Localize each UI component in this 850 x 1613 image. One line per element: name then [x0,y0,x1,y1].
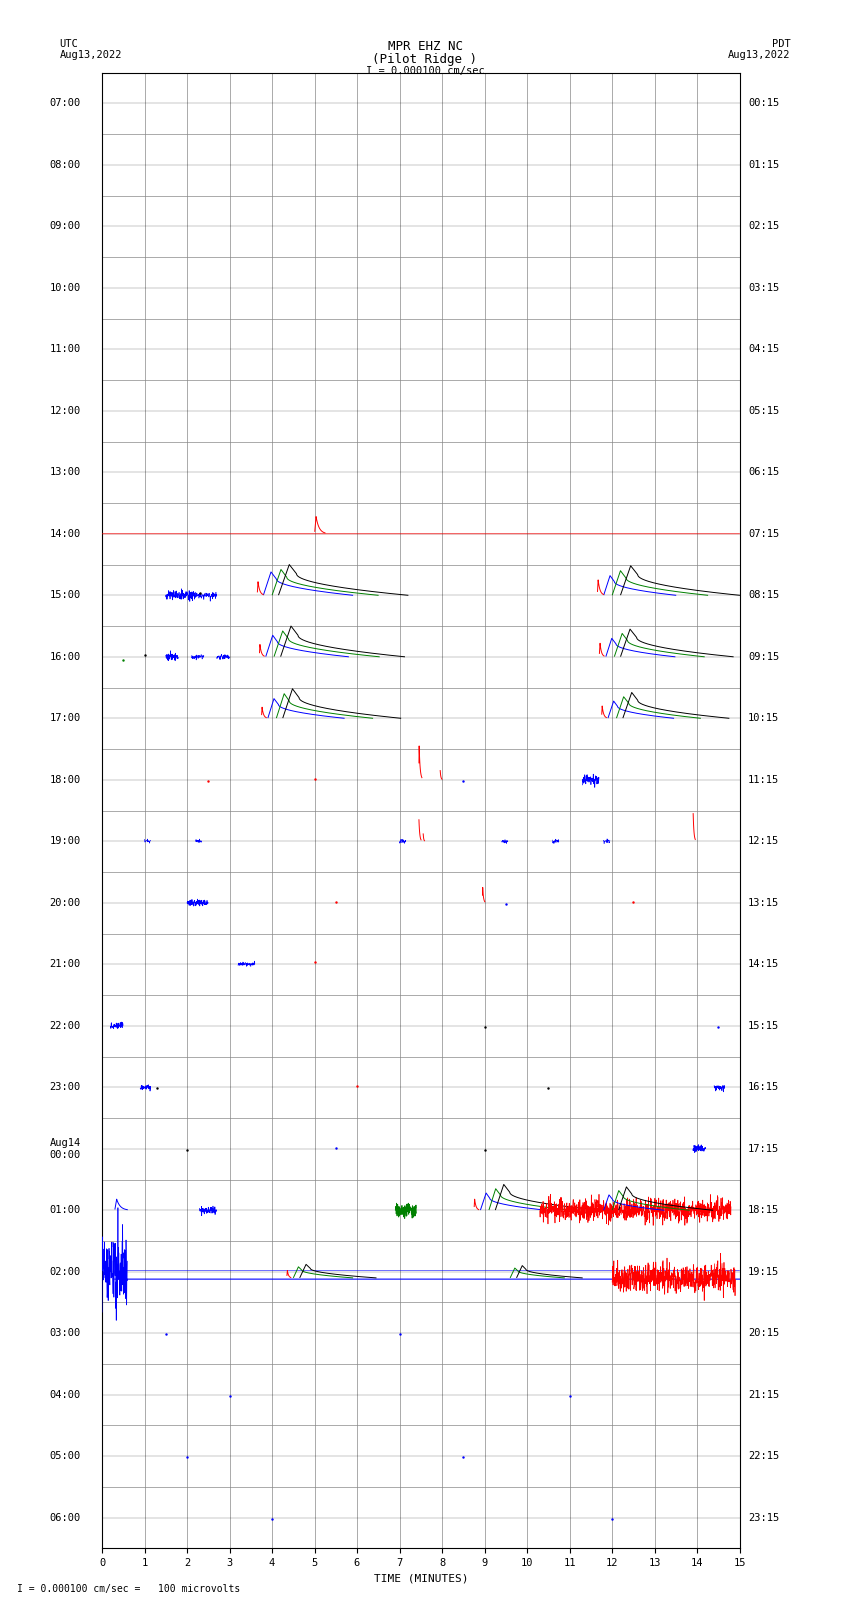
Text: 08:15: 08:15 [748,590,779,600]
Text: I = 0.000100 cm/sec =   100 microvolts: I = 0.000100 cm/sec = 100 microvolts [17,1584,241,1594]
Text: 05:00: 05:00 [49,1452,81,1461]
Text: (Pilot Ridge ): (Pilot Ridge ) [372,53,478,66]
Text: 23:00: 23:00 [49,1082,81,1092]
Text: 10:15: 10:15 [748,713,779,723]
Text: 17:15: 17:15 [748,1144,779,1153]
Text: 03:00: 03:00 [49,1327,81,1339]
Text: 18:00: 18:00 [49,774,81,786]
Text: 18:15: 18:15 [748,1205,779,1215]
Text: 16:15: 16:15 [748,1082,779,1092]
Text: 13:15: 13:15 [748,898,779,908]
Text: 06:00: 06:00 [49,1513,81,1523]
X-axis label: TIME (MINUTES): TIME (MINUTES) [373,1574,468,1584]
Text: 14:15: 14:15 [748,960,779,969]
Text: 05:15: 05:15 [748,406,779,416]
Text: 01:00: 01:00 [49,1205,81,1215]
Text: 09:15: 09:15 [748,652,779,661]
Text: 14:00: 14:00 [49,529,81,539]
Text: 22:00: 22:00 [49,1021,81,1031]
Text: PDT
Aug13,2022: PDT Aug13,2022 [728,39,791,60]
Text: 15:00: 15:00 [49,590,81,600]
Text: 09:00: 09:00 [49,221,81,231]
Text: MPR EHZ NC: MPR EHZ NC [388,40,462,53]
Text: 19:00: 19:00 [49,836,81,847]
Text: 03:15: 03:15 [748,282,779,294]
Text: 15:15: 15:15 [748,1021,779,1031]
Text: 17:00: 17:00 [49,713,81,723]
Text: Aug14
00:00: Aug14 00:00 [49,1137,81,1160]
Text: 11:15: 11:15 [748,774,779,786]
Text: 00:15: 00:15 [748,98,779,108]
Text: 22:15: 22:15 [748,1452,779,1461]
Text: 12:15: 12:15 [748,836,779,847]
Text: 08:00: 08:00 [49,160,81,169]
Text: 19:15: 19:15 [748,1266,779,1277]
Text: 21:00: 21:00 [49,960,81,969]
Text: 23:15: 23:15 [748,1513,779,1523]
Text: UTC
Aug13,2022: UTC Aug13,2022 [60,39,122,60]
Text: 01:15: 01:15 [748,160,779,169]
Text: 07:00: 07:00 [49,98,81,108]
Text: 20:00: 20:00 [49,898,81,908]
Text: 13:00: 13:00 [49,468,81,477]
Text: 02:15: 02:15 [748,221,779,231]
Text: 06:15: 06:15 [748,468,779,477]
Text: 04:00: 04:00 [49,1390,81,1400]
Text: 16:00: 16:00 [49,652,81,661]
Text: 21:15: 21:15 [748,1390,779,1400]
Text: I = 0.000100 cm/sec: I = 0.000100 cm/sec [366,66,484,76]
Text: 07:15: 07:15 [748,529,779,539]
Text: 10:00: 10:00 [49,282,81,294]
Text: 12:00: 12:00 [49,406,81,416]
Text: 04:15: 04:15 [748,344,779,355]
Text: 20:15: 20:15 [748,1327,779,1339]
Text: 11:00: 11:00 [49,344,81,355]
Text: 02:00: 02:00 [49,1266,81,1277]
